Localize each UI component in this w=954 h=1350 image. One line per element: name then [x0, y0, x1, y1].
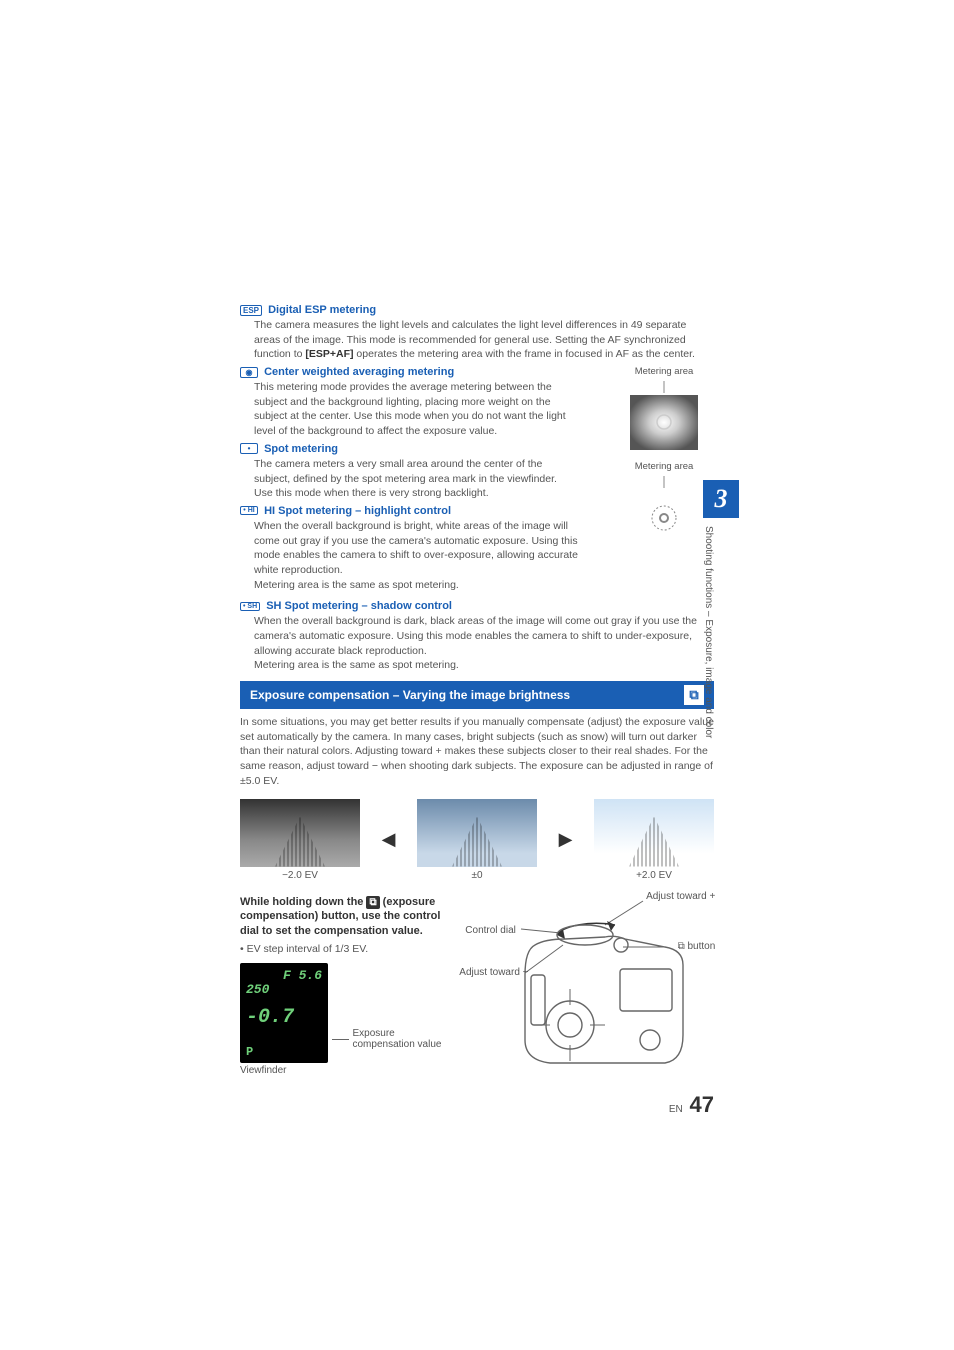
- exposure-intro: In some situations, you may get better r…: [240, 715, 714, 788]
- camera-illustration: Adjust toward + Control dial ⧉ button Ad…: [465, 895, 715, 1078]
- label-control-dial: Control dial: [465, 925, 516, 936]
- exposure-comp-icon: ⧉: [366, 896, 379, 910]
- esp-heading: ESP Digital ESP metering: [240, 304, 714, 316]
- spot-icon: •: [240, 443, 258, 454]
- ev-sample-row: −2.0 EV ◀ ±0 ▶ +2.0 EV: [240, 799, 714, 881]
- exposure-heading-bar: Exposure compensation – Varying the imag…: [240, 681, 714, 709]
- spot-body: The camera meters a very small area arou…: [254, 457, 574, 501]
- exposure-instruction: While holding down the ⧉ (exposure compe…: [240, 895, 453, 940]
- chapter-number: 3: [703, 480, 739, 518]
- viewfinder-display: F 5.6 250 -0.7 P: [240, 963, 328, 1063]
- ev-step-bullet: • EV step interval of 1/3 EV.: [240, 943, 453, 955]
- spot-sh-heading: • SH SH Spot metering – shadow control: [240, 600, 714, 612]
- center-icon: ◉: [240, 367, 258, 378]
- label-adjust-minus: Adjust toward −: [459, 967, 528, 978]
- arrow-right-icon: ▶: [557, 829, 575, 850]
- exposure-heading-icon: ⧉: [684, 685, 704, 705]
- chapter-label: Shooting functions – Exposure, image and…: [703, 526, 714, 806]
- spot-hi-body: When the overall background is bright, w…: [254, 519, 594, 592]
- spot-diagram: Metering area: [614, 461, 714, 556]
- exposure-heading-text: Exposure compensation – Varying the imag…: [250, 688, 570, 702]
- ev-sample-zero: [417, 799, 537, 867]
- esp-icon: ESP: [240, 305, 262, 316]
- spot-sh-icon: • SH: [240, 602, 260, 611]
- esp-body: The camera measures the light levels and…: [254, 318, 714, 362]
- arrow-left-icon: ◀: [380, 829, 398, 850]
- center-body: This metering mode provides the average …: [254, 380, 574, 439]
- page-number: 47: [690, 1092, 714, 1117]
- viewfinder-caption: Viewfinder: [240, 1065, 328, 1076]
- label-ev-button: ⧉ button: [678, 941, 716, 952]
- ev-sample-minus: [240, 799, 360, 867]
- spot-sh-body: When the overall background is dark, bla…: [254, 614, 714, 673]
- ev-sample-plus: [594, 799, 714, 867]
- center-diagram: Metering area: [614, 366, 714, 461]
- spot-hi-icon: • HI: [240, 506, 258, 515]
- label-adjust-plus: Adjust toward +: [646, 891, 715, 902]
- page-footer: EN 47: [669, 1092, 714, 1118]
- viewfinder-leader: Exposure compensation value: [332, 1028, 453, 1050]
